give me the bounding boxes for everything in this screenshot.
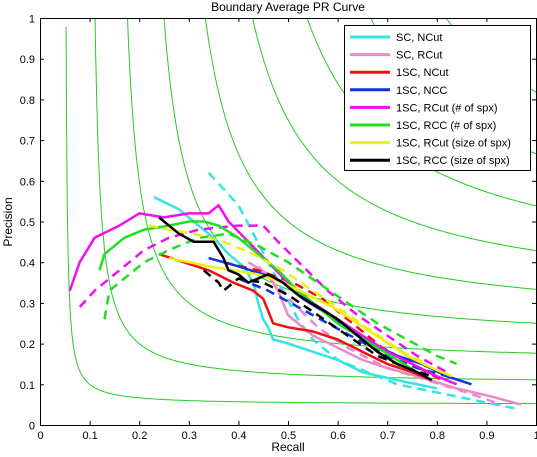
series-layer [68, 171, 522, 410]
series-line [158, 252, 433, 382]
y-tick-label: 0.5 [20, 217, 35, 229]
iso-f-contour [127, 18, 537, 354]
x-tick-label: 0.1 [82, 430, 97, 442]
iso-f-contour [94, 18, 537, 381]
y-tick-label: 0.8 [20, 95, 35, 107]
x-tick-label: 0 [37, 430, 43, 442]
series-line [168, 256, 453, 378]
legend-box [344, 25, 531, 171]
x-tick-label: 0.8 [430, 430, 445, 442]
y-tick-label: 0.4 [20, 258, 35, 270]
x-axis-title: Recall [271, 440, 304, 454]
series-line-dashed [78, 224, 448, 374]
legend-label: 1SC, RCC (size of spx) [396, 155, 510, 167]
y-tick-label: 0.2 [20, 339, 35, 351]
x-tick-label: 0.2 [132, 430, 147, 442]
y-tick-label: 0.1 [20, 380, 35, 392]
y-tick-label: 0 [29, 421, 35, 433]
series-line [153, 195, 438, 390]
legend-label: 1SC, NCut [396, 67, 449, 79]
y-tick-label: 0.9 [20, 54, 35, 66]
legend-label: 1SC, RCC (# of spx) [396, 120, 496, 132]
y-tick-label: 0.7 [20, 136, 35, 148]
iso-f-contour [65, 26, 536, 405]
y-tick-label: 1 [29, 14, 35, 26]
iso-f-contour [252, 18, 537, 252]
x-tick-label: 0.9 [479, 430, 494, 442]
x-tick-label: 0.3 [182, 430, 197, 442]
series-line-dashed [103, 232, 458, 366]
legend-label: 1SC, RCut (# of spx) [396, 102, 497, 114]
series-line-dashed [237, 277, 448, 378]
chart-title: Boundary Average PR Curve [211, 0, 365, 14]
iso-f-contour [204, 18, 537, 290]
iso-f-contour [163, 18, 537, 324]
legend-label: 1SC, NCC [396, 85, 447, 97]
axis-ticks: 0 0.1 0.2 0.3 0.4 0.5 0.6 0.7 0.8 0.9 1 0 0.1 0.2 0.3 0… [20, 14, 537, 442]
series-line [68, 203, 458, 386]
legend-label: 1SC, RCut (size of spx) [396, 138, 511, 150]
y-tick-label: 0.6 [20, 176, 35, 188]
x-tick-label: 0.6 [330, 430, 345, 442]
y-axis-title: Precision [1, 197, 15, 246]
legend-label: SC, RCut [396, 50, 442, 62]
series-line [158, 216, 433, 382]
x-tick-label: 0.4 [231, 430, 246, 442]
x-tick-label: 1 [533, 430, 537, 442]
series-line [247, 261, 522, 406]
x-tick-label: 0.7 [380, 430, 395, 442]
y-tick-label: 0.3 [20, 298, 35, 310]
legend-label: SC, NCut [396, 32, 442, 44]
x-tick-label: 0.5 [281, 430, 296, 442]
legend: SC, NCut SC, RCut 1SC, NCut 1SC, NCC 1SC, RC… [344, 25, 531, 171]
series-line [98, 220, 433, 382]
